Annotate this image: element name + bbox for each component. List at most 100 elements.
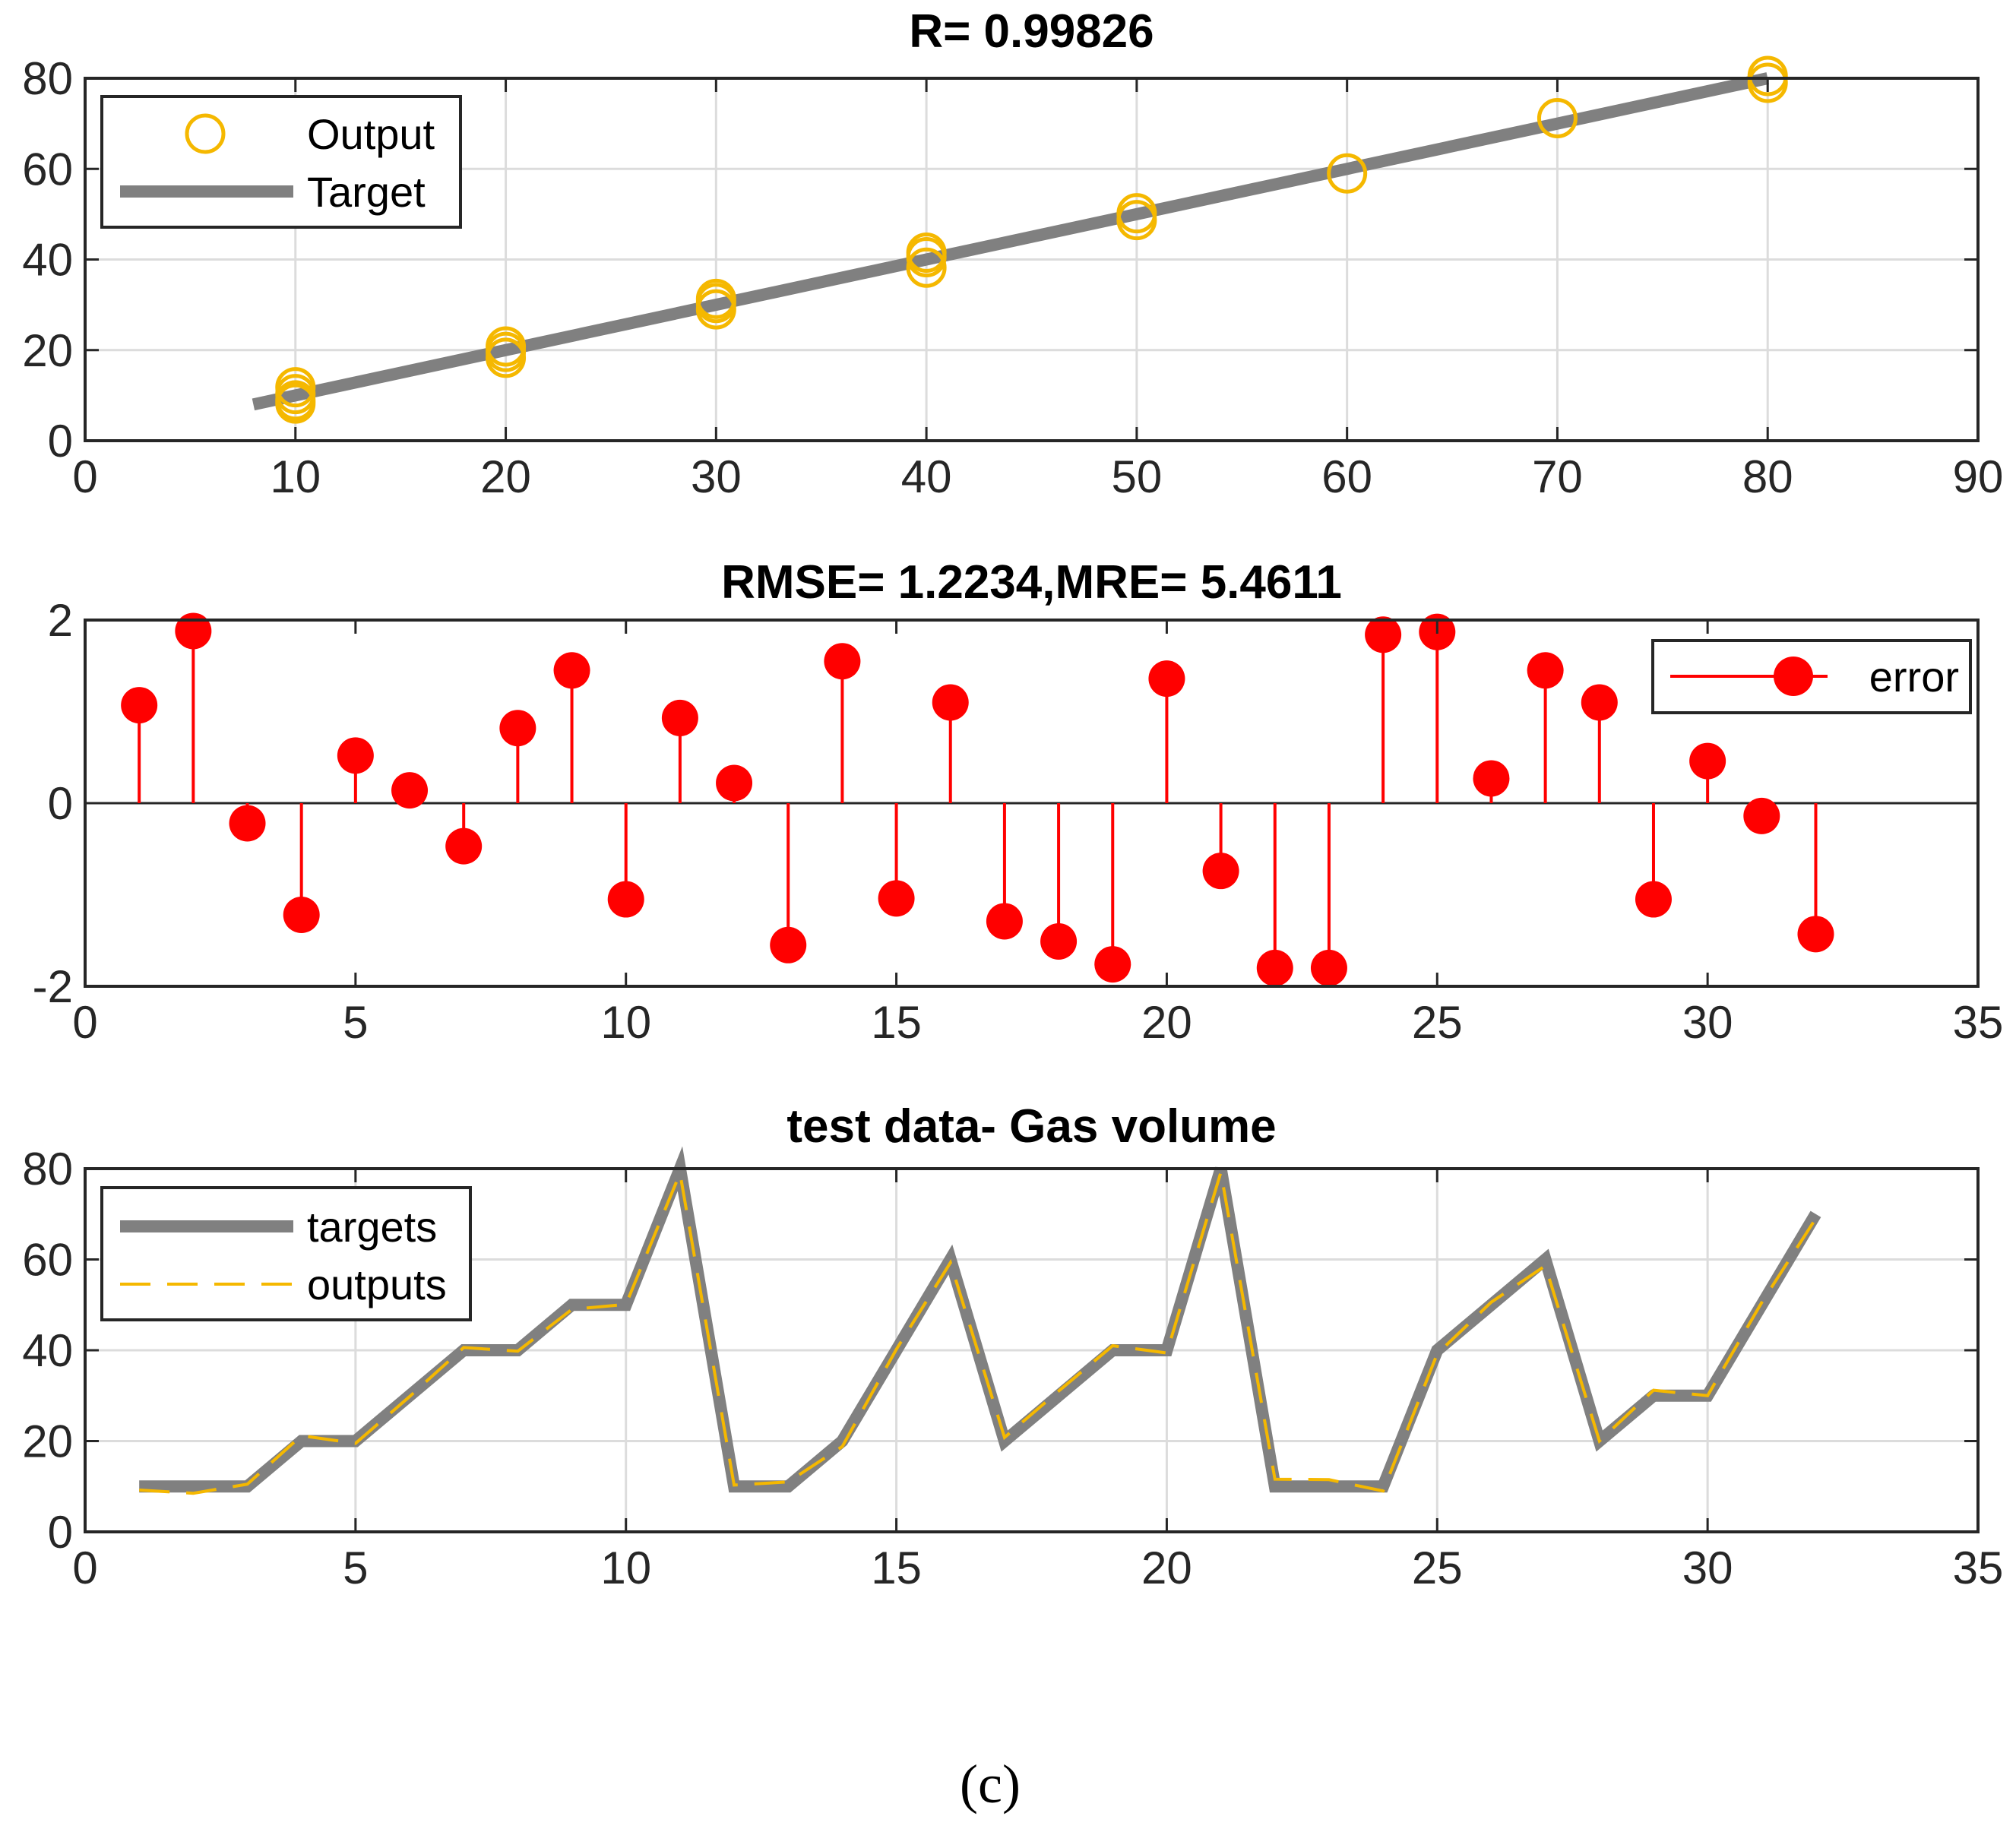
y-tick-label: 0: [48, 778, 73, 829]
y-tick-label: -2: [33, 961, 73, 1012]
x-tick-label: 30: [1682, 1542, 1733, 1593]
x-tick-label: 15: [871, 997, 922, 1048]
legend-box: [100, 1186, 472, 1321]
x-tick-label: 0: [72, 451, 97, 502]
x-tick-label: 5: [343, 997, 368, 1048]
x-tick-label: 10: [600, 1542, 651, 1593]
error-point: [607, 881, 644, 918]
y-tick-label: 40: [22, 235, 73, 286]
x-tick-label: 70: [1532, 451, 1583, 502]
error-point: [1689, 742, 1726, 780]
x-tick-label: 0: [72, 1542, 97, 1593]
y-tick-label: 0: [48, 416, 73, 467]
outputs-line: [139, 1167, 1818, 1495]
regression-subplot: R= 0.99826 0 10 20 30 40 50 60 70 80 90020406080 …: [22, 5, 2003, 502]
x-tick-label: 5: [343, 1542, 368, 1593]
error-point: [445, 827, 483, 865]
error-point: [121, 687, 158, 724]
output-point: [906, 237, 947, 278]
regression-plot-area: [252, 55, 1788, 424]
error-point: [499, 710, 536, 747]
error-point: [229, 805, 266, 842]
error-tick-labels: 0 5 10 15 20 25 30 35-202: [33, 595, 2004, 1048]
y-tick-label: 80: [22, 1144, 73, 1194]
error-point: [1743, 797, 1780, 834]
output-point: [1747, 62, 1788, 103]
error-point: [716, 764, 753, 802]
figure-caption: (c): [960, 1754, 1021, 1815]
error-point: [391, 772, 429, 809]
y-tick-label: 80: [22, 53, 73, 104]
error-point: [986, 903, 1023, 940]
output-point: [275, 374, 316, 415]
x-tick-label: 25: [1412, 997, 1463, 1048]
regression-title: R= 0.99826: [909, 5, 1154, 58]
error-title: RMSE= 1.2234,MRE= 5.4611: [721, 556, 1342, 609]
x-tick-label: 40: [901, 451, 952, 502]
target-line: [252, 72, 1769, 411]
error-point: [661, 699, 698, 736]
x-tick-label: 25: [1412, 1542, 1463, 1593]
x-tick-label: 15: [871, 1542, 922, 1593]
error-point: [1148, 660, 1185, 698]
error-point: [283, 897, 320, 934]
y-tick-label: 60: [22, 1235, 73, 1286]
x-tick-label: 20: [1141, 997, 1192, 1048]
error-point: [932, 684, 969, 721]
x-tick-label: 10: [600, 997, 651, 1048]
error-point: [824, 643, 861, 680]
y-tick-label: 0: [48, 1507, 73, 1558]
error-plot-area: [85, 612, 1978, 986]
legend-output-marker: [185, 113, 226, 154]
x-tick-label: 90: [1953, 451, 2004, 502]
y-tick-label: 40: [22, 1325, 73, 1376]
test-data-tick-labels: 0 5 10 15 20 25 30 35 0 20 40 60 80: [22, 1144, 2003, 1593]
error-legend: error: [1651, 639, 1972, 714]
error-point: [1094, 946, 1131, 983]
y-tick-label: 20: [22, 1416, 73, 1467]
legend-targets-label: targets: [307, 1203, 437, 1251]
x-tick-label: 60: [1321, 451, 1372, 502]
x-tick-label: 35: [1953, 1542, 2004, 1593]
regression-legend: Output Target: [100, 95, 462, 229]
x-tick-label: 10: [270, 451, 321, 502]
error-point: [878, 880, 915, 917]
output-point: [906, 247, 947, 288]
legend-error-marker: [1774, 657, 1813, 696]
output-point: [486, 331, 527, 372]
error-point: [1527, 652, 1564, 689]
output-point: [275, 383, 316, 424]
x-tick-label: 30: [691, 451, 742, 502]
test-data-legend: targets outputs: [100, 1186, 472, 1321]
x-tick-label: 35: [1953, 997, 2004, 1048]
y-tick-label: 20: [22, 325, 73, 376]
error-point: [1797, 916, 1834, 953]
x-tick-label: 80: [1742, 451, 1793, 502]
error-point: [1365, 616, 1402, 653]
error-point: [1256, 949, 1293, 986]
legend-outputs-label: outputs: [307, 1261, 447, 1308]
x-tick-label: 30: [1682, 997, 1733, 1048]
error-subplot: RMSE= 1.2234,MRE= 5.4611 0 5 10 15 20 25 30 35 -…: [33, 556, 2004, 1048]
x-tick-label: 20: [480, 451, 531, 502]
error-point: [1581, 684, 1618, 721]
x-tick-label: 20: [1141, 1542, 1192, 1593]
error-point: [1040, 922, 1078, 960]
test-data-title: test data- Gas volume: [786, 1100, 1276, 1153]
error-point: [1473, 760, 1510, 797]
error-point: [1635, 881, 1672, 918]
error-point: [553, 652, 590, 689]
legend-output-label: Output: [307, 110, 435, 158]
output-point: [1327, 153, 1368, 194]
output-point: [695, 283, 736, 324]
y-tick-label: 60: [22, 144, 73, 195]
legend-box: [100, 95, 462, 229]
error-point: [1202, 853, 1239, 890]
error-point: [175, 612, 212, 650]
legend-error-label: error: [1869, 653, 1959, 701]
output-point: [1537, 97, 1578, 138]
output-point: [1116, 200, 1157, 241]
error-point: [770, 926, 807, 963]
test-data-subplot: test data- Gas volume 0 5 10 15 20 25 30 35 0 20 4…: [22, 1100, 2003, 1593]
